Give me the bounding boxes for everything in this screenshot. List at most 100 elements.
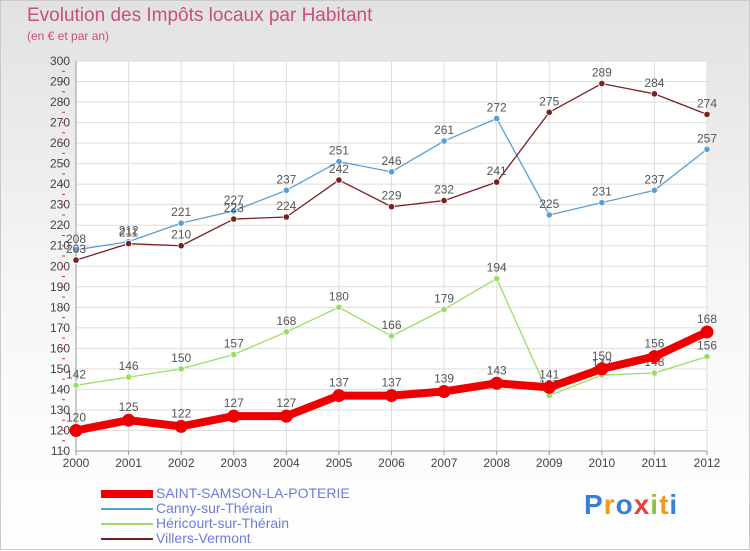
data-point [545,108,553,116]
logo-letter: x [633,489,651,520]
y-tick-label: 220 [50,218,70,232]
data-label: 229 [381,189,401,203]
y-tick-label: 170 [50,321,70,335]
data-point [335,303,343,311]
data-point [493,274,501,283]
data-label: 275 [539,94,559,108]
y-tick-label: 130 [50,403,70,417]
data-point [230,207,238,215]
data-point [650,369,659,377]
data-point [72,256,80,264]
data-label: 212 [119,224,139,238]
series-saint-samson-la-poterie: 120 125 122 127 127 137 137 139 143 141 150 156 168 [66,312,717,437]
legend-swatch [101,538,153,540]
logo-letter: r [603,489,616,520]
y-tick-label: 140 [50,382,70,396]
data-label: 210 [171,228,191,242]
data-label: 211 [119,226,138,240]
data-point [440,196,448,205]
data-label: 150 [171,351,191,365]
legend-label: Héricourt-sur-Thérain [156,515,290,531]
data-point [230,215,238,223]
data-label: 156 [644,337,664,351]
legend-swatch [101,490,153,498]
data-label: 251 [329,144,349,158]
legend-label: SAINT-SAMSON-LA-POTERIE [156,485,350,501]
data-label: 166 [381,318,401,332]
data-label: 257 [697,131,717,145]
data-label: 289 [592,66,612,80]
data-label: 232 [434,183,454,197]
y-tick-label: 240 [50,177,70,191]
data-point [703,352,711,361]
data-point [440,137,448,145]
y-tick-label: 260 [50,136,70,150]
y-tick-label: 190 [50,280,70,294]
x-tick-label: 2004 [273,456,300,470]
x-tick-label: 2009 [536,456,563,470]
data-label: 122 [171,406,191,420]
series-villers-vermont: 203 211 210 223 224 242 229 232 241 275 289 284 274 [66,66,717,264]
data-point [703,110,711,118]
data-point [69,423,83,437]
data-label: 221 [171,205,191,219]
y-tick-label: 120 [50,423,70,437]
data-point [177,219,185,227]
data-point [230,350,238,359]
data-point [279,409,293,423]
data-point [440,305,448,313]
data-label: 157 [224,337,244,351]
legend-label: Villers-Vermont [156,530,251,546]
data-label: 127 [276,396,296,410]
proxiti-logo: Proxiti [584,489,678,521]
data-point [122,413,136,427]
data-label: 261 [434,123,454,137]
data-label: 274 [697,96,717,110]
x-tick-label: 2011 [642,456,668,470]
data-label: 137 [329,376,349,390]
y-tick-label: 200 [50,259,70,273]
data-label: 194 [487,261,507,275]
data-label: 237 [644,172,664,186]
logo-letter: t [659,489,670,520]
logo-letter: i [669,489,679,520]
data-label: 137 [381,376,401,390]
x-tick-label: 2010 [588,456,615,470]
data-point [174,419,188,433]
data-point [177,242,185,250]
x-tick-label: 2006 [378,456,405,470]
data-label: 120 [66,410,86,424]
data-point [437,384,451,398]
data-point [598,199,606,207]
data-label: 231 [592,185,612,199]
data-label: 142 [66,367,86,381]
data-point [387,203,396,211]
data-label: 141 [539,367,559,381]
data-point [598,79,606,88]
data-point [700,325,714,339]
data-point [282,213,290,221]
data-label: 168 [276,314,296,328]
data-label: 246 [381,154,401,168]
x-tick-label: 2012 [694,456,721,470]
logo-letter: P [584,489,604,520]
data-point [124,373,133,381]
data-label: 127 [224,396,244,410]
data-label: 125 [119,400,139,414]
y-tick-label: 280 [50,95,70,109]
legend-swatch [101,508,153,510]
x-tick-label: 2008 [483,456,510,470]
data-label: 227 [224,193,244,207]
data-label: 156 [697,339,717,353]
data-label: 150 [592,349,612,363]
data-point [387,332,396,340]
x-tick-label: 2003 [220,456,247,470]
data-label: 223 [224,201,244,215]
y-tick-label: 270 [50,116,70,130]
data-label: 203 [66,242,86,256]
chart-title: Evolution des Impôts locaux par Habitant [27,5,373,26]
data-label: 146 [119,359,139,373]
data-point [493,114,501,123]
data-label: 143 [487,363,507,377]
